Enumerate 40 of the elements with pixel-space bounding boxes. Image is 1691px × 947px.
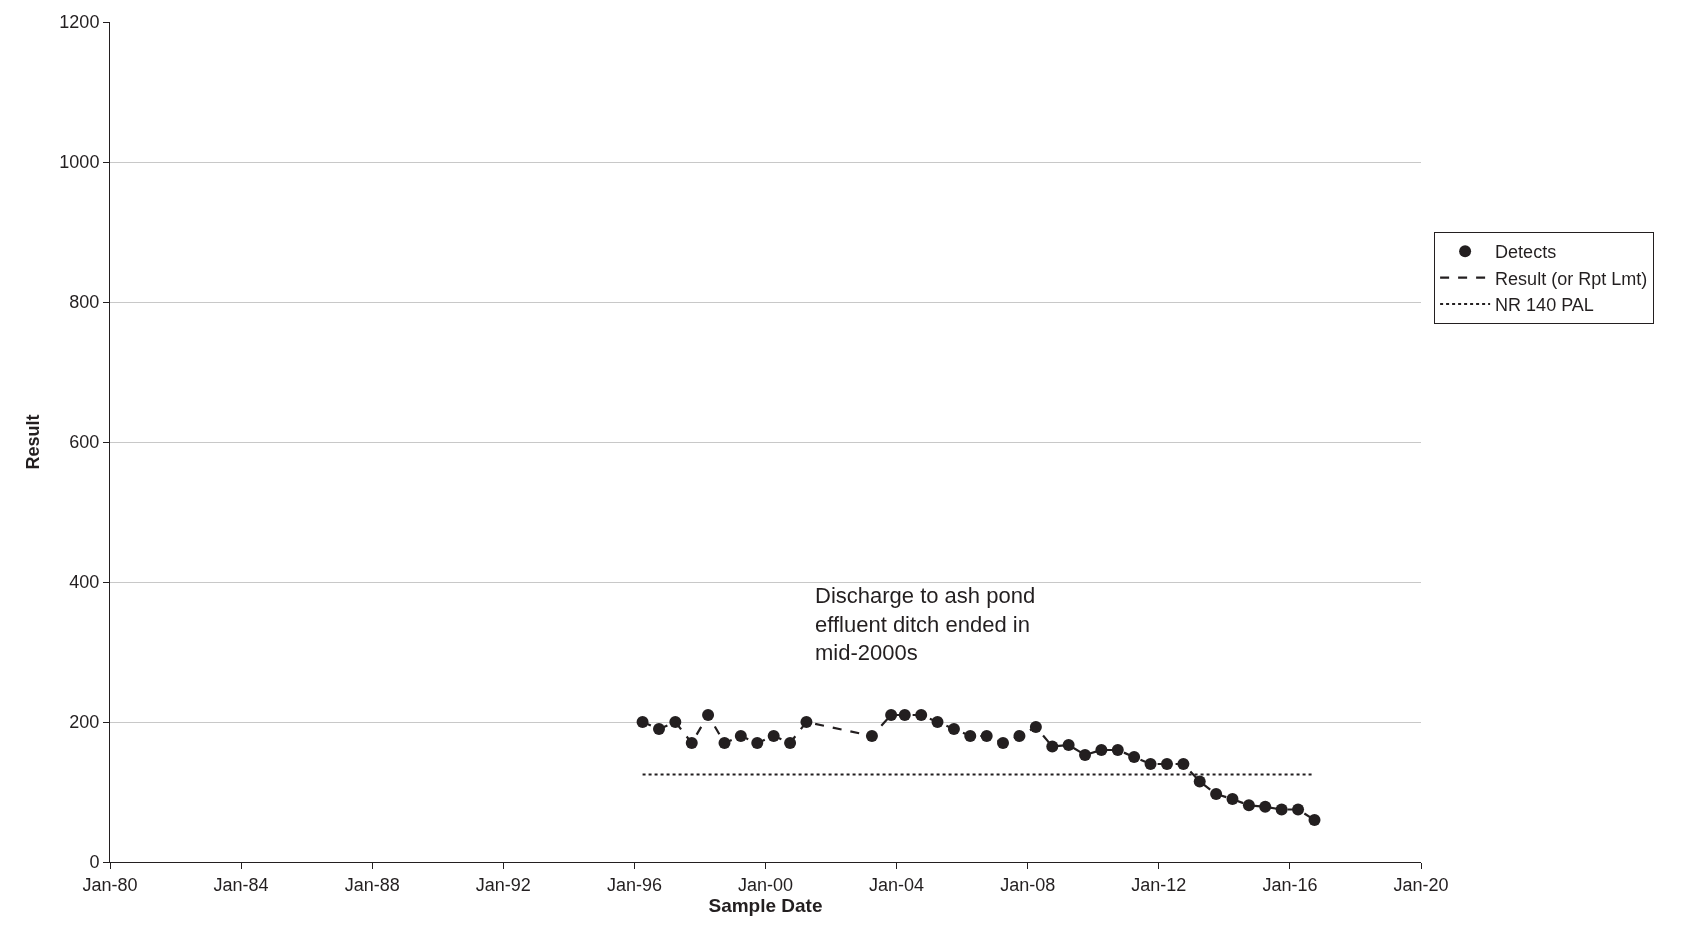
y-tick-label: 600 [69, 432, 100, 453]
x-tick-label: Jan-04 [869, 874, 925, 895]
x-tick-label: Jan-80 [82, 874, 138, 895]
legend-label: NR 140 PAL [1495, 295, 1594, 316]
y-tick-label: 200 [69, 712, 100, 733]
point [1308, 814, 1321, 826]
point [898, 709, 911, 721]
legend-label: Result (or Rpt Lmt) [1495, 268, 1648, 289]
x-tick-label: Jan-96 [606, 874, 662, 895]
y-tick-label: 400 [69, 572, 100, 593]
y-tick-label: 800 [69, 292, 100, 313]
x-tick-label: Jan-12 [1131, 874, 1187, 895]
x-tick-label: Jan-84 [213, 874, 269, 895]
point [734, 730, 747, 742]
point [1242, 799, 1255, 812]
point [1210, 788, 1223, 801]
y-axis-title: Result [22, 414, 43, 470]
x-axis-title: Sample Date [708, 894, 823, 916]
point [915, 709, 928, 721]
x-tick-label: Jan-08 [1000, 874, 1056, 895]
point [1275, 803, 1288, 816]
point [1079, 748, 1092, 761]
x-tick-label: Jan-20 [1393, 874, 1449, 895]
x-tick-label: Jan-00 [737, 874, 794, 895]
x-tick-label: Jan-92 [475, 874, 531, 895]
point [1062, 739, 1075, 752]
point [885, 709, 898, 721]
y-tick-label: 0 [89, 852, 100, 873]
point [1046, 740, 1059, 753]
annotation: Discharge to ash pond effluent ditch ended in mid-2000s [815, 583, 1036, 666]
point [1128, 751, 1141, 763]
x-tick-label: Jan-16 [1262, 874, 1318, 895]
y-tick-label: 1200 [59, 12, 100, 33]
point [1259, 800, 1272, 813]
point [1095, 744, 1108, 756]
x-tick-label: Jan-88 [344, 874, 400, 895]
point [1111, 744, 1124, 756]
point [1193, 775, 1206, 788]
legend-label: Detects [1495, 242, 1557, 263]
y-tick-label: 1000 [59, 152, 100, 173]
